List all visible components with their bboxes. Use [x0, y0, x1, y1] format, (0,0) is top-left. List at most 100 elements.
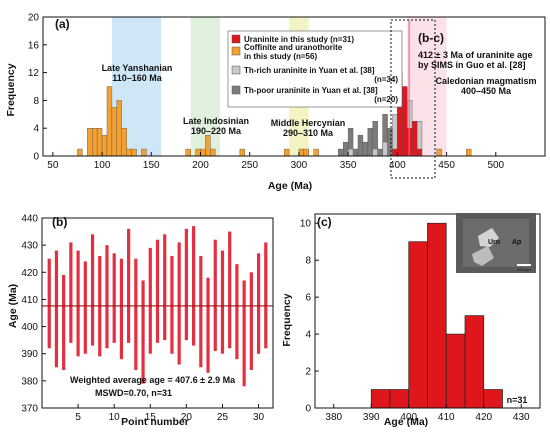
legend: Uraninite in this study (n=31) Coffinite…	[227, 30, 403, 108]
bar-coffinite-125	[126, 148, 132, 157]
histogram-bars	[77, 20, 472, 157]
histogram-bars-c	[370, 222, 503, 409]
bar-coffinite-315	[313, 148, 319, 157]
bar-th_poor-390	[387, 127, 393, 157]
band-range-caledonian: 400–450 Ma	[461, 86, 512, 96]
panel-label-c: (c)	[317, 215, 332, 229]
error-bar-2	[54, 250, 59, 368]
y-tick-label-a: 20	[28, 13, 40, 24]
y-axis-label-b: Age (Ma)	[7, 284, 19, 328]
error-bar-24	[213, 239, 217, 351]
error-bar-13	[134, 258, 138, 370]
x-tick-label-a: 200	[192, 160, 209, 171]
panel-c: 380 390 400 410 420 430 0 2 4 6 8 10 (c) Age (Ma) F…	[281, 213, 541, 428]
x-tick-label-b: 15	[145, 412, 157, 423]
error-bar-15	[148, 247, 152, 354]
sims-age-annotation-line1: 412 ± 3 Ma of uraninite age	[418, 50, 532, 60]
bar-coffinite-440	[436, 148, 442, 157]
error-bar-5	[76, 250, 80, 357]
legend-entry-th-rich: Th-rich uraninite in Yuan et al. [38]	[244, 66, 375, 75]
bar-coffinite-90	[92, 127, 98, 157]
legend-swatch-th-poor	[231, 85, 241, 95]
plot-frame-a	[42, 16, 546, 157]
x-tick-label-b: 20	[181, 412, 193, 423]
x-tick-label-a: 150	[143, 160, 160, 171]
band-label-indosinian: Late Indosinian	[183, 116, 249, 126]
bar-coffinite-75	[77, 148, 83, 157]
error-bar-29	[249, 272, 253, 370]
error-bar-17	[163, 234, 167, 341]
error-bar-3	[62, 275, 66, 370]
x-tick-label-a: 50	[47, 160, 59, 171]
error-bar-12	[127, 228, 131, 343]
bar-th_rich-350	[347, 148, 354, 157]
legend-swatch-uraninite	[231, 34, 241, 44]
error-bar-20	[184, 228, 188, 341]
x-tick-label-a: 300	[291, 160, 308, 171]
bar-coffinite-300	[298, 148, 305, 157]
x-tick-label-c: 390	[363, 412, 380, 423]
bar-th_rich-375	[372, 148, 378, 157]
bar-coffinite-100	[101, 134, 108, 157]
legend-entry-coffinite: Coffinite and uranothorite in this study …	[244, 43, 343, 61]
legend-count-th-poor: (n=20)	[374, 95, 398, 104]
error-bar-11	[119, 258, 124, 360]
inset-label-urn: Urn	[488, 239, 500, 246]
error-bar-6	[83, 261, 87, 354]
band-range-hercynian: 290–310 Ma	[283, 128, 334, 138]
x-tick-label-a: 100	[94, 160, 111, 171]
y-tick-label-b: 380	[21, 376, 38, 387]
error-bar-7	[90, 234, 95, 346]
error-bar-21	[191, 226, 196, 346]
legend-swatch-coffinite	[231, 46, 241, 56]
bar-uraninite-405	[402, 86, 408, 157]
error-bar-31	[264, 242, 268, 349]
axes-b: 5 10 15 20 25 30 370 380 390 400 410 420 430 440	[21, 214, 274, 423]
error-bar-30	[256, 253, 261, 354]
x-tick-label-a: 350	[340, 160, 357, 171]
axes-c: 380 390 400 410 420 430 0 2 4 6 8 10	[300, 213, 541, 423]
bar-th_rich-385	[382, 141, 388, 157]
y-tick-label-b: 390	[21, 349, 38, 360]
bar-coffinite-115	[116, 100, 122, 157]
error-bar-9	[105, 245, 109, 349]
legend-count-th-rich: (n=34)	[374, 75, 398, 84]
scale-bar	[517, 264, 531, 266]
x-tick-label-b: 30	[253, 412, 265, 423]
error-bar-23	[206, 277, 210, 373]
x-tick-label-c: 430	[513, 412, 530, 423]
error-bar-18	[170, 256, 174, 354]
y-axis-label-a: Frequency	[5, 63, 17, 116]
legend-entry-uraninite: Uraninite in this study (n=31)	[244, 35, 354, 44]
error-bar-22	[199, 256, 203, 368]
y-tick-label-c: 2	[305, 367, 311, 378]
y-tick-label-b: 410	[21, 295, 38, 306]
y-tick-label-b: 440	[21, 214, 38, 225]
panel-label-b: (b)	[52, 215, 67, 229]
legend-entry-th-poor: Th-poor uraninite in Yuan et al. [38]	[244, 86, 378, 95]
x-tick-label-c: 380	[325, 412, 342, 423]
y-tick-label-a: 12	[28, 68, 40, 79]
error-bar-25	[220, 250, 225, 354]
bar-th_poor-380	[377, 148, 383, 157]
error-bar-16	[155, 239, 160, 343]
band-label-yanshanian: Late Yanshanian	[102, 63, 173, 73]
band-range-yanshanian: 110–160 Ma	[112, 73, 163, 83]
bar-coffinite-85	[87, 127, 93, 157]
x-tick-label-b: 25	[217, 412, 229, 423]
error-bars	[42, 226, 273, 387]
y-tick-label-a: 4	[33, 124, 39, 135]
x-tick-label-c: 410	[438, 412, 455, 423]
x-axis-label-a: Age (Ma)	[268, 180, 312, 192]
bar-coffinite-195	[195, 148, 201, 157]
bar-coffinite-140	[141, 148, 147, 157]
error-bar-1	[47, 258, 51, 349]
bar-coffinite-470	[466, 148, 472, 157]
x-tick-label-b: 5	[75, 412, 81, 423]
y-tick-label-b: 420	[21, 268, 38, 279]
bar-th_poor-360	[357, 134, 364, 157]
uraninite-grain-2	[472, 246, 494, 266]
y-tick-label-c: 10	[300, 219, 312, 230]
